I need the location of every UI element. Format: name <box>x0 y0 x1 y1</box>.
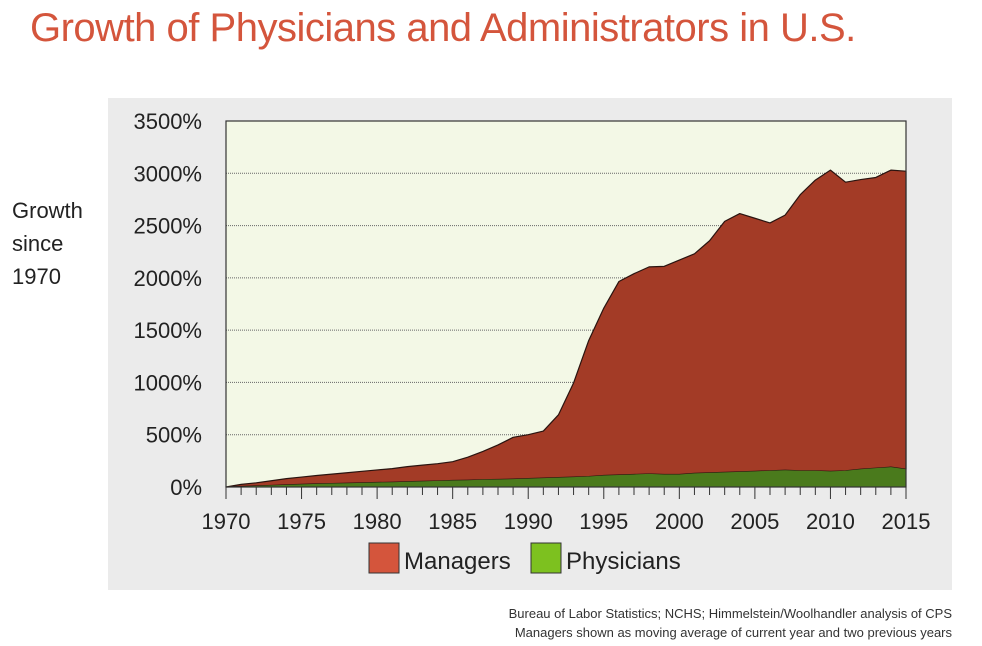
y-tick-label-1000: 1000% <box>133 370 202 395</box>
y-tick-label-2000: 2000% <box>133 266 202 291</box>
x-tick-label-2010: 2010 <box>806 509 855 534</box>
legend-swatch-managers <box>368 542 400 574</box>
x-tick-label-1975: 1975 <box>277 509 326 534</box>
x-tick-label-1970: 1970 <box>202 509 251 534</box>
y-tick-label-3500: 3500% <box>133 109 202 134</box>
source-note: Bureau of Labor Statistics; NCHS; Himmel… <box>509 604 952 642</box>
source-line-2: Managers shown as moving average of curr… <box>514 625 952 640</box>
x-tick-label-1990: 1990 <box>504 509 553 534</box>
y-axis-label-line-3: 1970 <box>12 264 61 289</box>
y-tick-label-2500: 2500% <box>133 214 202 239</box>
x-tick-label-2000: 2000 <box>655 509 704 534</box>
x-tick-label-2005: 2005 <box>730 509 779 534</box>
physicians-area <box>226 467 906 487</box>
y-axis-label-line-2: since <box>12 231 64 256</box>
x-tick-label-2015: 2015 <box>882 509 931 534</box>
x-tick-label-1980: 1980 <box>353 509 402 534</box>
legend-label-managers: Managers <box>404 548 511 575</box>
x-tick-label-1995: 1995 <box>579 509 628 534</box>
chart-title: Growth of Physicians and Administrators … <box>30 6 856 50</box>
x-tick-label-1985: 1985 <box>428 509 477 534</box>
y-tick-label-0: 0% <box>170 475 202 500</box>
y-tick-label-1500: 1500% <box>133 318 202 343</box>
y-tick-label-500: 500% <box>146 423 202 448</box>
y-axis-label-line-1: Growth <box>12 198 83 223</box>
plot-border <box>225 120 907 488</box>
legend-label-physicians: Physicians <box>566 548 681 575</box>
source-line-1: Bureau of Labor Statistics; NCHS; Himmel… <box>508 606 952 621</box>
legend-swatch-physicians <box>530 542 562 574</box>
y-tick-label-3000: 3000% <box>133 161 202 186</box>
